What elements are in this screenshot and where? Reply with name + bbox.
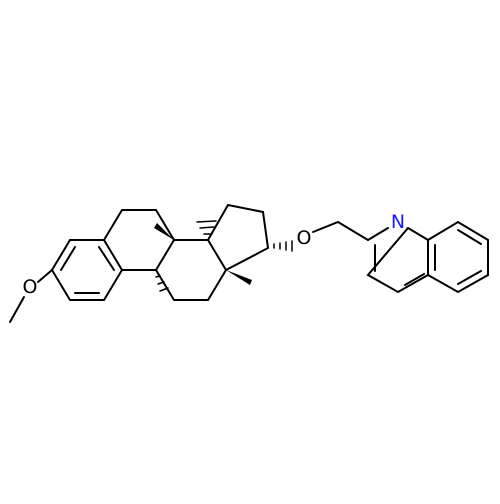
bond bbox=[312, 220, 369, 241]
atom-label: O bbox=[297, 227, 312, 249]
double-bond bbox=[60, 246, 115, 294]
ring bbox=[427, 220, 489, 294]
double-bond bbox=[374, 244, 425, 286]
hash-bond bbox=[196, 220, 217, 235]
ring bbox=[207, 203, 270, 271]
atom-label: O bbox=[23, 276, 38, 298]
ring bbox=[103, 209, 176, 271]
wedge-bond bbox=[226, 270, 252, 285]
hash-bond bbox=[273, 240, 293, 252]
hash-bond bbox=[155, 275, 169, 292]
bond bbox=[9, 296, 25, 323]
wedge-bond bbox=[154, 223, 174, 240]
bond bbox=[37, 269, 53, 283]
ring bbox=[155, 239, 228, 301]
atom-label: N bbox=[391, 211, 405, 233]
double-bond bbox=[434, 229, 482, 285]
